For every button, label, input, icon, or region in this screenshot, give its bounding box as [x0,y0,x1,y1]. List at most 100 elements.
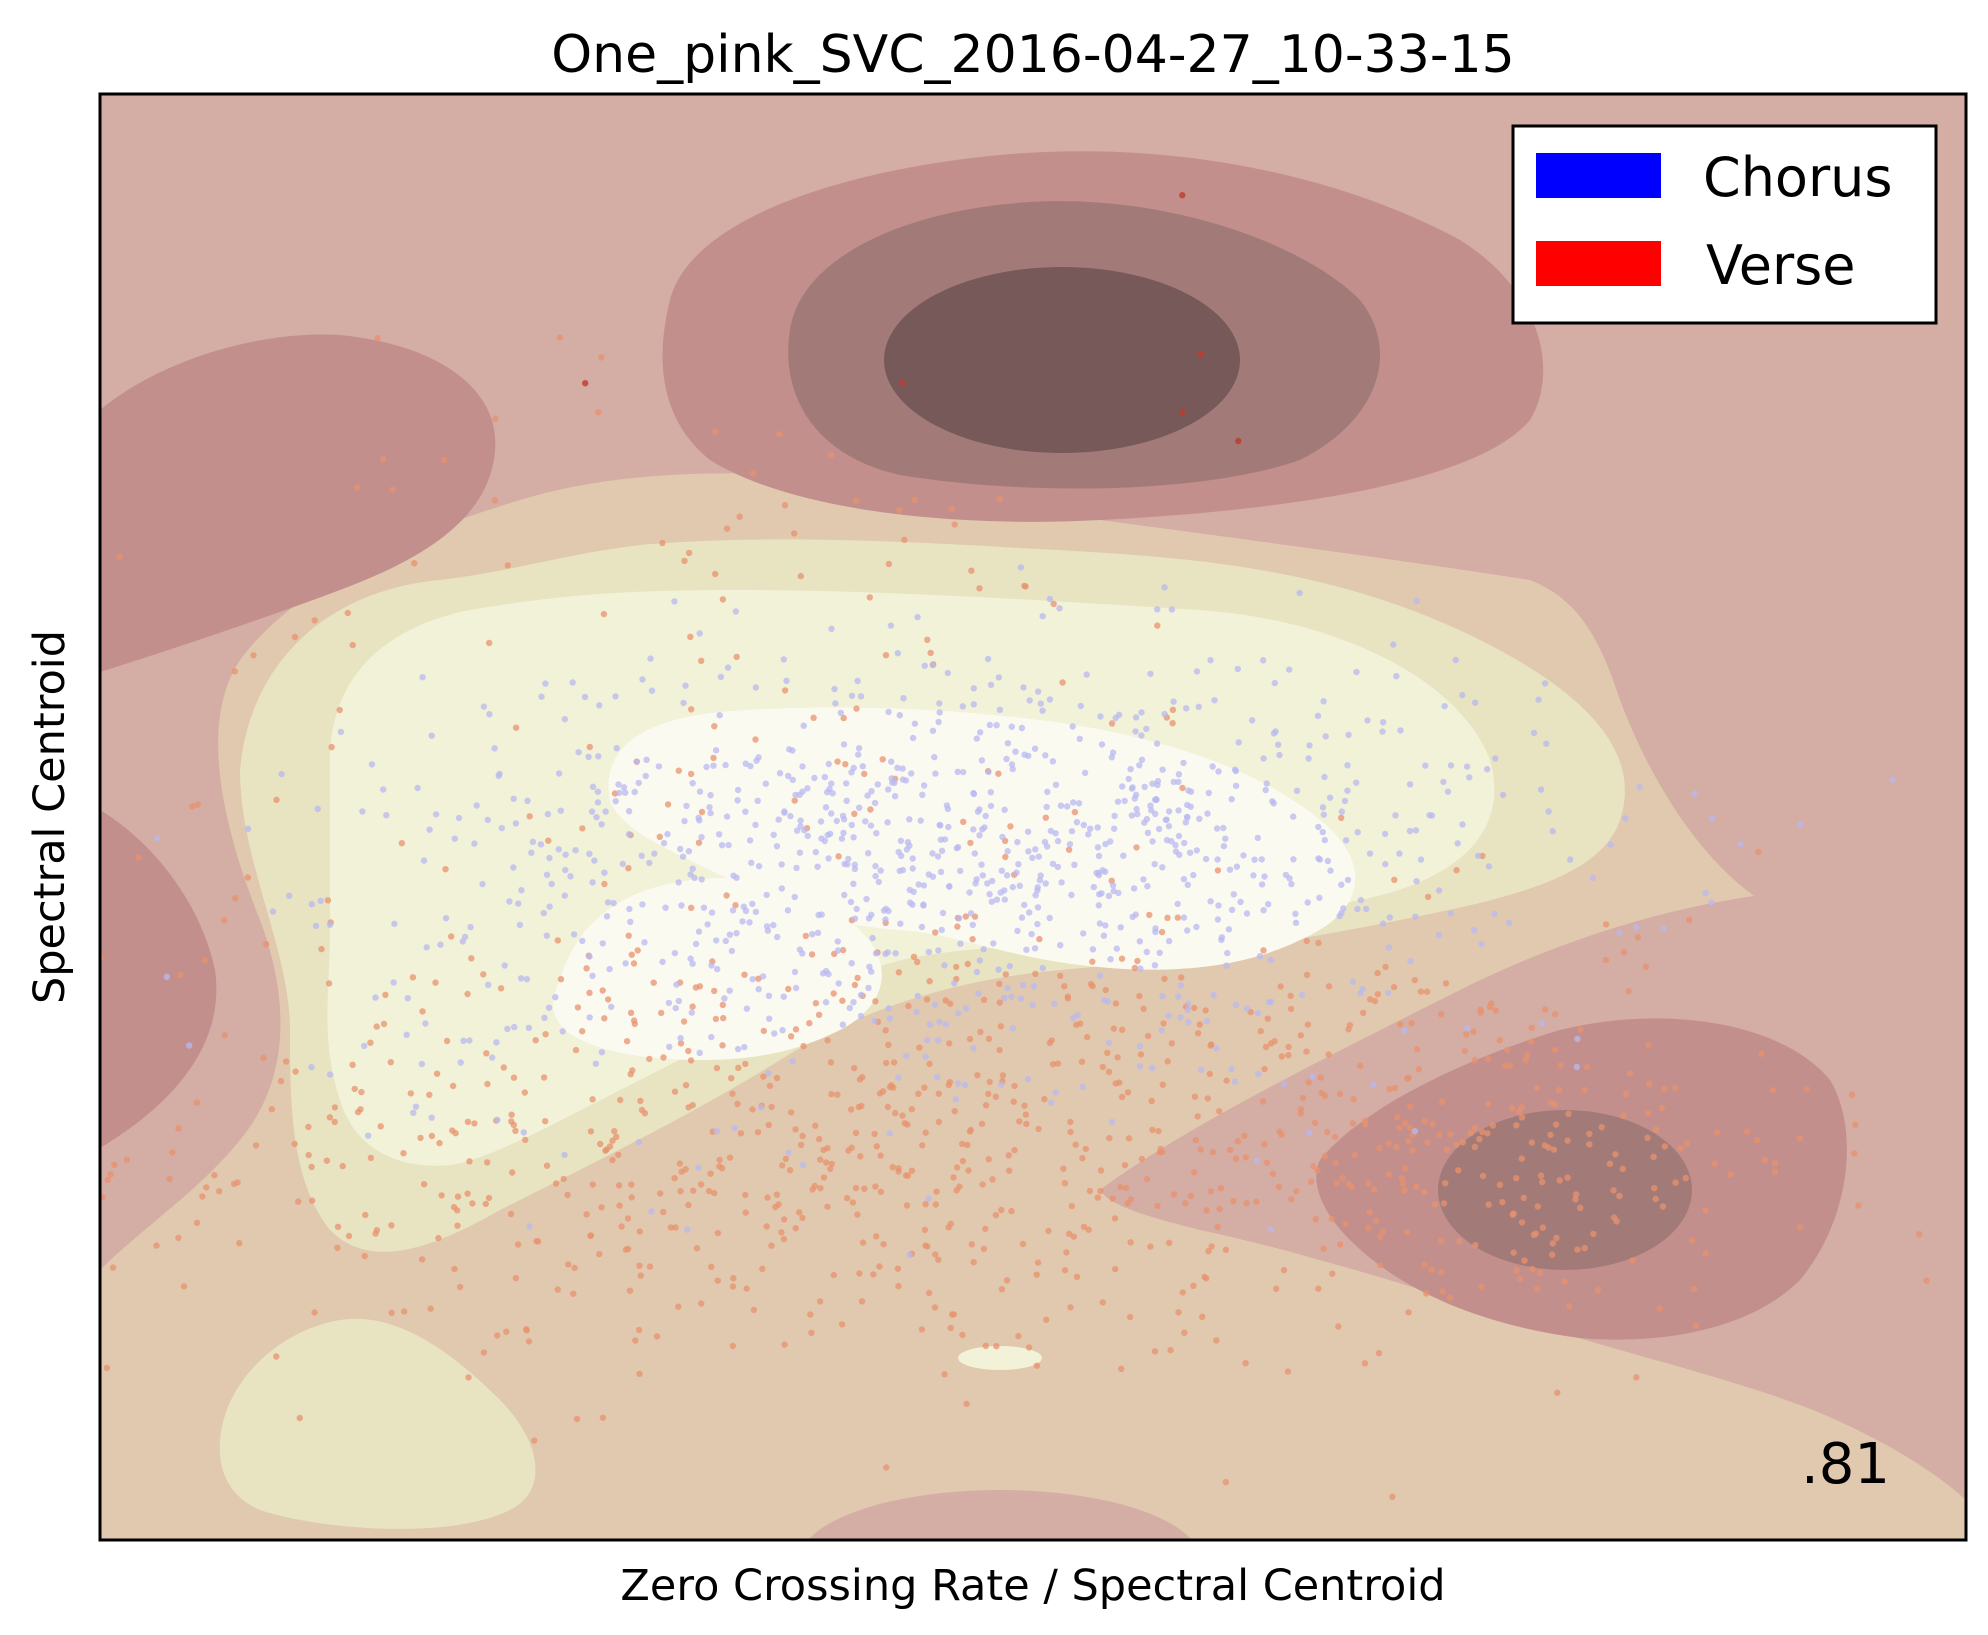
chart-title: One_pink_SVC_2016-04-27_10-33-15 [551,25,1515,85]
scatter-point-verse [358,1088,365,1096]
scatter-point-chorus [1205,789,1213,797]
scatter-point-chorus [739,918,746,925]
scatter-point-verse [1226,1146,1234,1154]
scatter-point-chorus [601,869,608,876]
scatter-point-verse [1144,1032,1152,1040]
scatter-point-verse [945,1224,952,1231]
scatter-point-chorus [868,911,875,918]
scatter-point-chorus [1095,902,1103,909]
scatter-point-chorus [840,829,847,837]
scatter-point-verse [660,1054,667,1061]
scatter-point-chorus [432,811,440,818]
scatter-point-verse [1496,1037,1504,1044]
scatter-point-chorus [581,693,589,701]
scatter-point-verse [417,1134,424,1142]
scatter-point-verse [497,985,505,992]
scatter-point-verse [36,1192,42,1198]
scatter-point-verse [933,1188,940,1195]
scatter-point-verse [1357,1062,1364,1070]
scatter-point-verse [1365,1224,1372,1232]
scatter-point-verse [485,1194,493,1202]
scatter-point-chorus [855,745,863,752]
scatter-point-chorus [734,786,742,794]
scatter-point-chorus [891,793,899,800]
scatter-point-chorus [841,891,848,899]
scatter-point-chorus [1064,803,1071,810]
scatter-point-verse [1154,1202,1161,1210]
scatter-point-chorus [689,780,696,787]
scatter-point-chorus [326,921,334,928]
scatter-point-verse [1616,1192,1623,1200]
scatter-point-verse [880,1241,887,1248]
scatter-point-chorus [1044,788,1051,795]
scatter-point-chorus [1382,860,1389,868]
scatter-point-verse [1761,1156,1769,1164]
scatter-point-verse [1541,1142,1548,1149]
scatter-point-chorus [831,685,838,693]
scatter-point-verse [780,1235,788,1243]
scatter-point-verse [305,1123,312,1131]
scatter-point-verse [0,1074,3,1080]
scatter-point-verse [932,929,939,936]
scatter-point-verse [1437,1011,1445,1018]
scatter-point-verse [1437,1237,1445,1245]
scatter-point-verse [1222,1246,1230,1254]
scatter-point-verse [1405,1309,1412,1316]
scatter-point-verse [234,1179,241,1186]
scatter-point-verse [998,1206,1005,1214]
scatter-point-chorus [1290,813,1297,820]
scatter-point-verse [1684,1140,1691,1147]
scatter-point-verse [1476,1135,1483,1143]
scatter-point-verse [1702,1250,1709,1257]
scatter-point-verse [693,1245,701,1252]
scatter-point-verse [711,1189,718,1197]
scatter-point-verse [1554,1389,1561,1396]
scatter-point-verse [888,1082,895,1089]
scatter-point-verse [109,1264,117,1271]
scatter-point-chorus [526,1223,533,1230]
scatter-point-verse [787,1033,795,1040]
scatter-point-chorus [851,865,859,873]
scatter-point-verse [435,1234,442,1242]
scatter-point-chorus [1215,902,1222,909]
scatter-point-chorus [1110,887,1117,895]
scatter-point-verse [1085,1226,1092,1233]
scatter-point-chorus [1280,1080,1288,1088]
scatter-point-verse [291,1140,298,1148]
scatter-point-chorus [1633,924,1640,931]
scatter-point-verse [328,743,335,751]
scatter-point-chorus [1344,787,1351,794]
scatter-point-chorus [1426,812,1433,819]
scatter-point-chorus [596,702,603,709]
scatter-point-chorus [643,756,650,763]
scatter-point-chorus [766,1015,773,1022]
scatter-point-chorus [954,844,962,851]
scatter-point-verse [1117,1184,1124,1191]
scatter-point-verse [1521,1257,1528,1264]
scatter-point-verse [1143,1175,1151,1183]
scatter-point-verse [845,1147,852,1154]
scatter-point-verse [921,1084,928,1091]
scatter-point-verse [1672,1084,1679,1091]
scatter-point-verse [1065,1230,1073,1238]
scatter-point-verse [1057,972,1064,979]
scatter-point-verse [742,1191,749,1199]
scatter-point-verse [510,1074,518,1081]
scatter-point-verse [687,1057,695,1064]
scatter-point-chorus [884,819,891,826]
scatter-point-verse [1119,1026,1126,1034]
scatter-point-verse [796,1209,803,1216]
scatter-point-verse [872,1183,879,1190]
scatter-point-verse [1264,1015,1272,1022]
scatter-point-chorus [885,1005,892,1012]
scatter-point-chorus [1182,819,1190,826]
scatter-point-chorus [1132,714,1140,721]
scatter-point-chorus [1006,962,1013,970]
scatter-point-chorus [1026,909,1033,916]
scatter-point-chorus [909,734,917,742]
scatter-point-chorus [886,1130,894,1137]
scatter-point-verse [1518,1114,1526,1121]
scatter-point-chorus [1286,875,1293,882]
scatter-point-chorus [973,876,980,883]
scatter-point-verse [1606,1160,1614,1167]
